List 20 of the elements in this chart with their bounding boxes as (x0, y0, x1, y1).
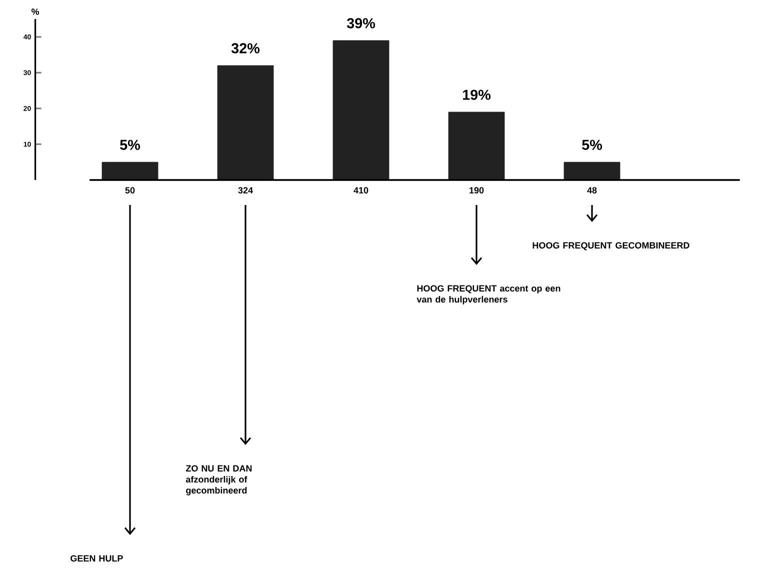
data-label: 32% (231, 43, 260, 54)
data-label: 5% (120, 140, 140, 150)
x-tick-label: 48 (587, 187, 597, 194)
x-tick-label: 50 (125, 187, 135, 194)
y-axis-title: % (32, 8, 40, 15)
x-tick-label: 410 (354, 187, 368, 194)
data-label: 19% (463, 90, 491, 100)
bar (332, 40, 390, 180)
text: HOOG FREQUENT GECOMBINEERD (532, 242, 690, 250)
bar (102, 162, 158, 180)
bar (217, 65, 274, 180)
bar (448, 112, 505, 180)
data-label: 5% (582, 140, 602, 150)
x-tick-label: 190 (470, 187, 484, 194)
bar (564, 162, 620, 180)
text: ZO NU EN DAN afzonderlijk of gecombineerd (186, 465, 252, 496)
data-label: 39% (346, 18, 376, 28)
x-tick-label: 324 (238, 187, 253, 194)
text: GEEN HULP (70, 555, 123, 562)
text: HOOG FREQUENT accent op een van de hulpverleners (416, 285, 560, 304)
